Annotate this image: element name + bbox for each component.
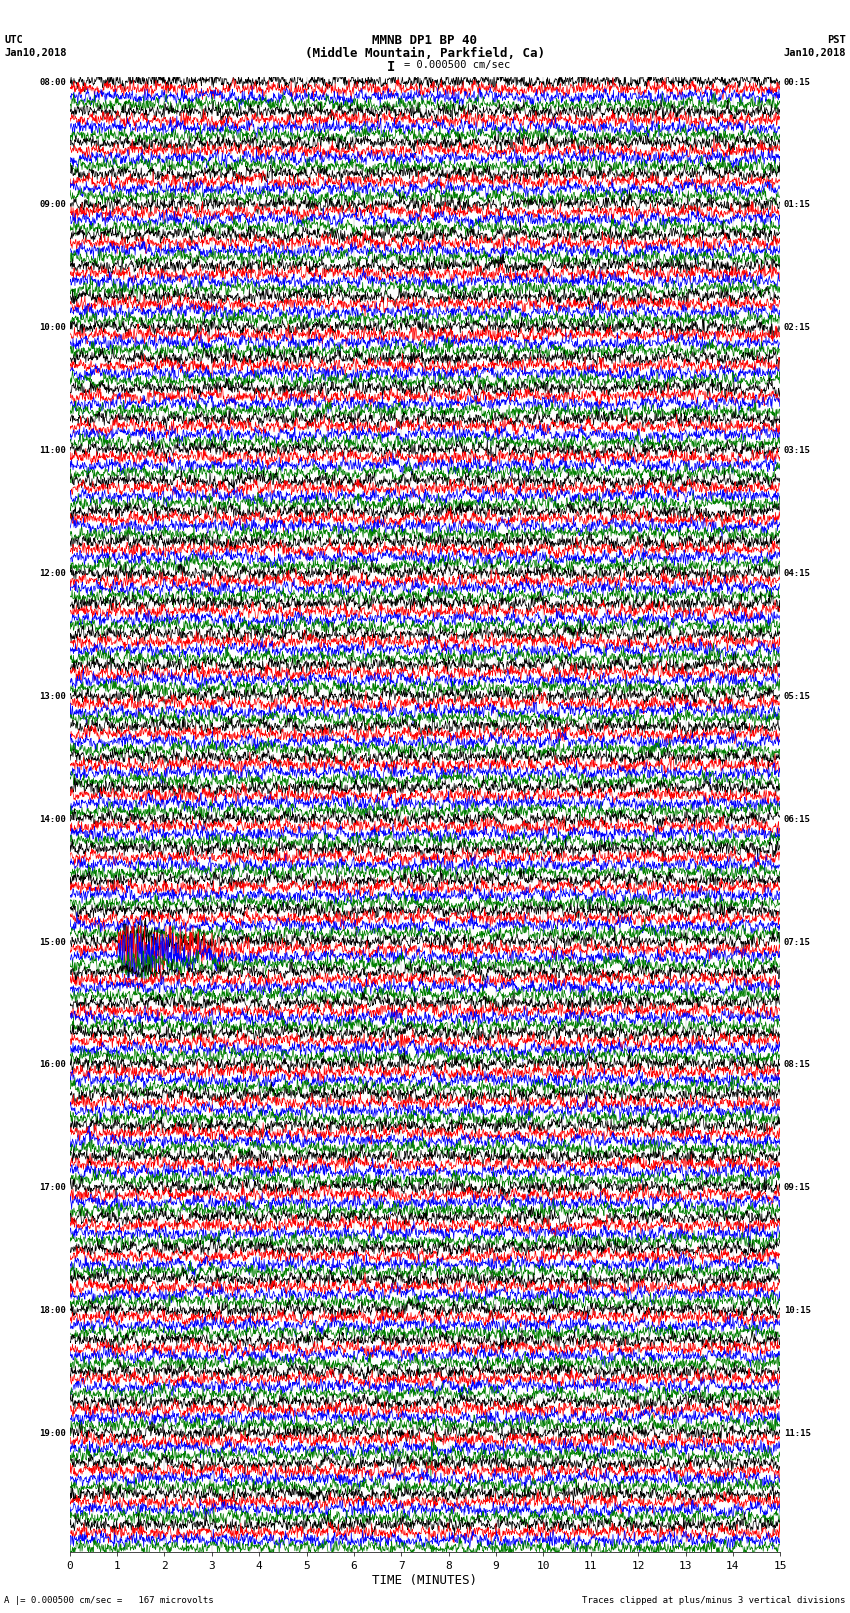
Text: 11:15: 11:15 <box>784 1429 811 1437</box>
Text: 09:15: 09:15 <box>784 1184 811 1192</box>
X-axis label: TIME (MINUTES): TIME (MINUTES) <box>372 1574 478 1587</box>
Text: A |= 0.000500 cm/sec =   167 microvolts: A |= 0.000500 cm/sec = 167 microvolts <box>4 1595 214 1605</box>
Text: Jan10,2018: Jan10,2018 <box>4 48 67 58</box>
Text: 17:00: 17:00 <box>39 1184 66 1192</box>
Text: = 0.000500 cm/sec: = 0.000500 cm/sec <box>404 60 510 69</box>
Text: 01:15: 01:15 <box>784 200 811 210</box>
Text: 14:00: 14:00 <box>39 815 66 824</box>
Text: 19:00: 19:00 <box>39 1429 66 1437</box>
Text: Jan10,2018: Jan10,2018 <box>783 48 846 58</box>
Text: I: I <box>387 60 395 74</box>
Text: 02:15: 02:15 <box>784 323 811 332</box>
Text: 18:00: 18:00 <box>39 1307 66 1315</box>
Text: MMNB DP1 BP 40: MMNB DP1 BP 40 <box>372 34 478 47</box>
Text: 08:15: 08:15 <box>784 1060 811 1069</box>
Text: 13:00: 13:00 <box>39 692 66 700</box>
Text: (Middle Mountain, Parkfield, Ca): (Middle Mountain, Parkfield, Ca) <box>305 47 545 60</box>
Text: 06:15: 06:15 <box>784 815 811 824</box>
Text: 00:15: 00:15 <box>784 77 811 87</box>
Text: 16:00: 16:00 <box>39 1060 66 1069</box>
Text: 10:15: 10:15 <box>784 1307 811 1315</box>
Text: PST: PST <box>827 35 846 45</box>
Text: 11:00: 11:00 <box>39 447 66 455</box>
Text: 12:00: 12:00 <box>39 569 66 577</box>
Text: 10:00: 10:00 <box>39 323 66 332</box>
Text: 03:15: 03:15 <box>784 447 811 455</box>
Text: 04:15: 04:15 <box>784 569 811 577</box>
Text: 09:00: 09:00 <box>39 200 66 210</box>
Text: 07:15: 07:15 <box>784 937 811 947</box>
Text: 15:00: 15:00 <box>39 937 66 947</box>
Text: 08:00: 08:00 <box>39 77 66 87</box>
Text: UTC: UTC <box>4 35 23 45</box>
Text: Traces clipped at plus/minus 3 vertical divisions: Traces clipped at plus/minus 3 vertical … <box>582 1595 846 1605</box>
Text: 05:15: 05:15 <box>784 692 811 700</box>
